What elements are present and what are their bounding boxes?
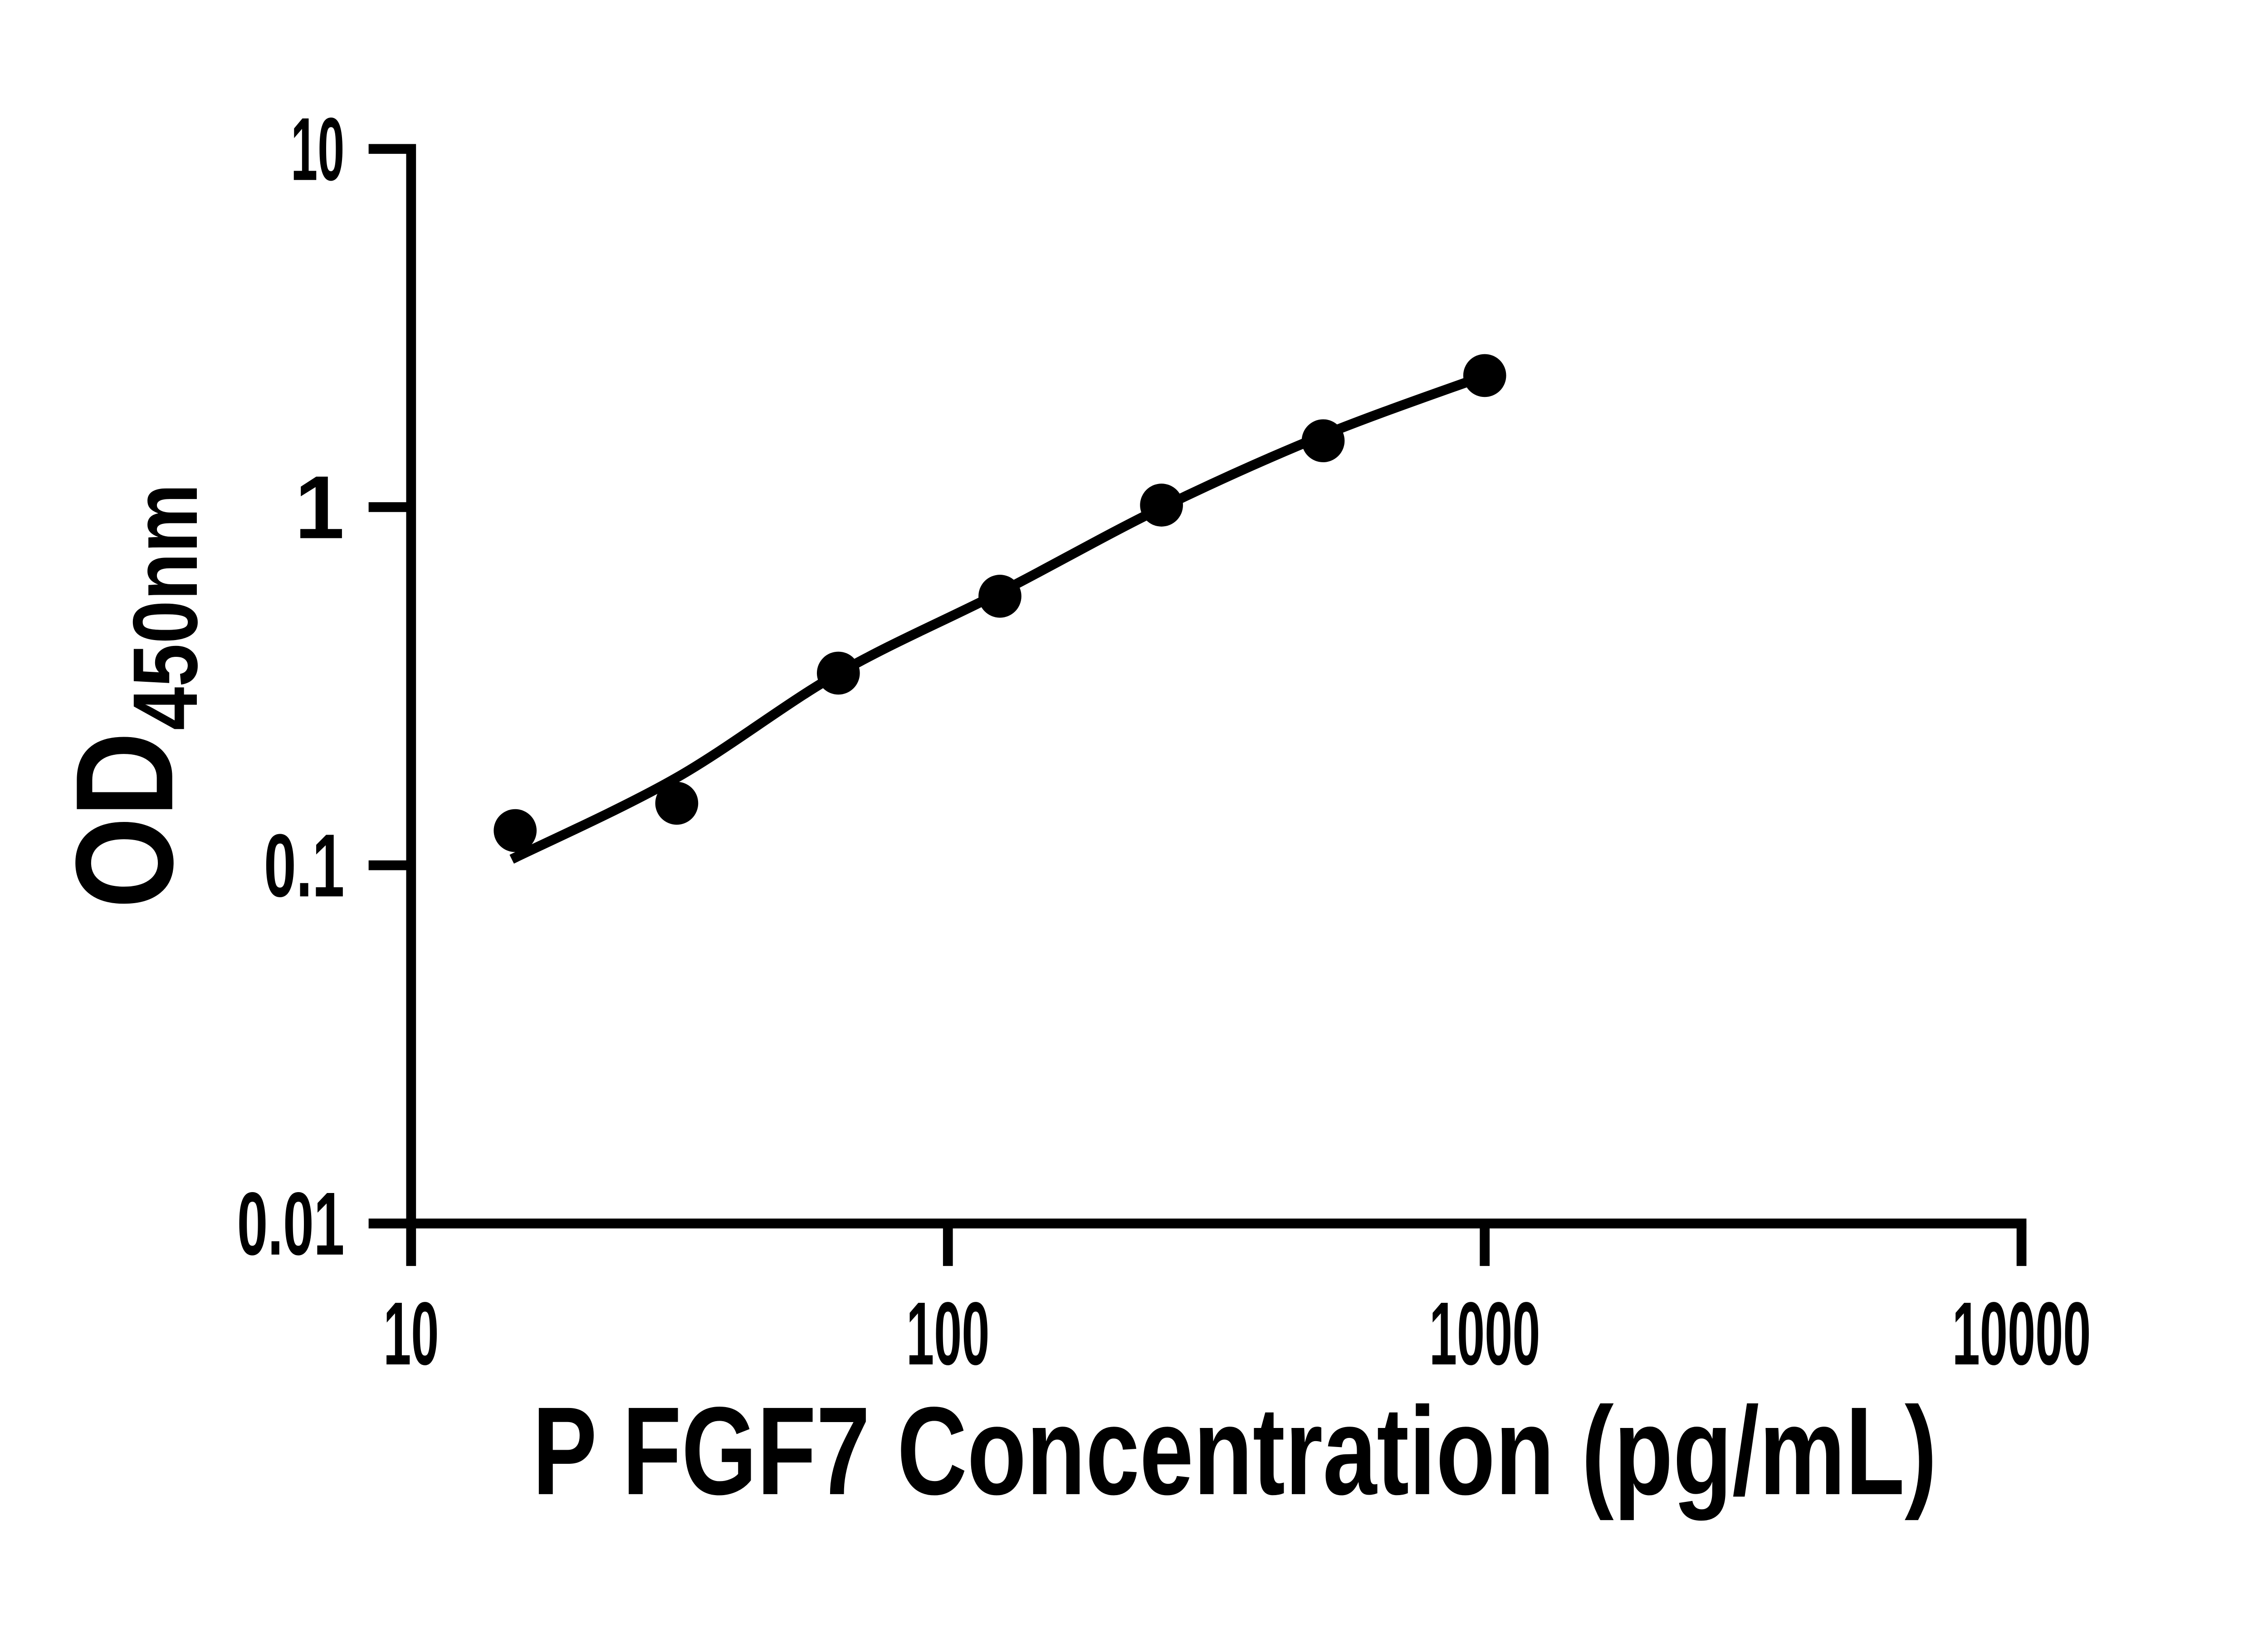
y-tick-label: 0.1 [264,815,345,915]
data-point-marker [1463,354,1506,397]
y-tick-label: 1 [295,457,345,557]
y-axis-title: OD 450nm [47,484,216,909]
data-point-marker [655,782,699,825]
data-point-marker [1140,484,1183,527]
x-tick-label: 10 [383,1283,439,1384]
data-points [494,354,1506,852]
x-axis-title: P FGF7 Concentration (pg/mL) [533,1381,1937,1521]
data-point-marker [494,809,537,852]
x-tick-label: 100 [906,1283,989,1384]
data-point-marker [1301,419,1345,463]
y-tick-label: 0.01 [237,1173,345,1274]
x-tick-label: 1000 [1429,1283,1540,1384]
y-tick-label: 10 [291,99,344,199]
y-axis-tick-labels: 10 1 0.1 0.01 [237,99,345,1274]
x-tick-label: 10000 [1952,1283,2091,1384]
data-point-marker [978,575,1022,618]
y-axis-title-subscript: 450nm [114,484,216,730]
y-axis-ticks [368,144,411,1229]
data-point-marker [816,651,860,695]
x-axis-tick-labels: 10 100 1000 10000 [383,1283,2091,1384]
y-axis-title-main: OD [47,732,202,909]
x-axis-ticks [406,1223,2027,1266]
